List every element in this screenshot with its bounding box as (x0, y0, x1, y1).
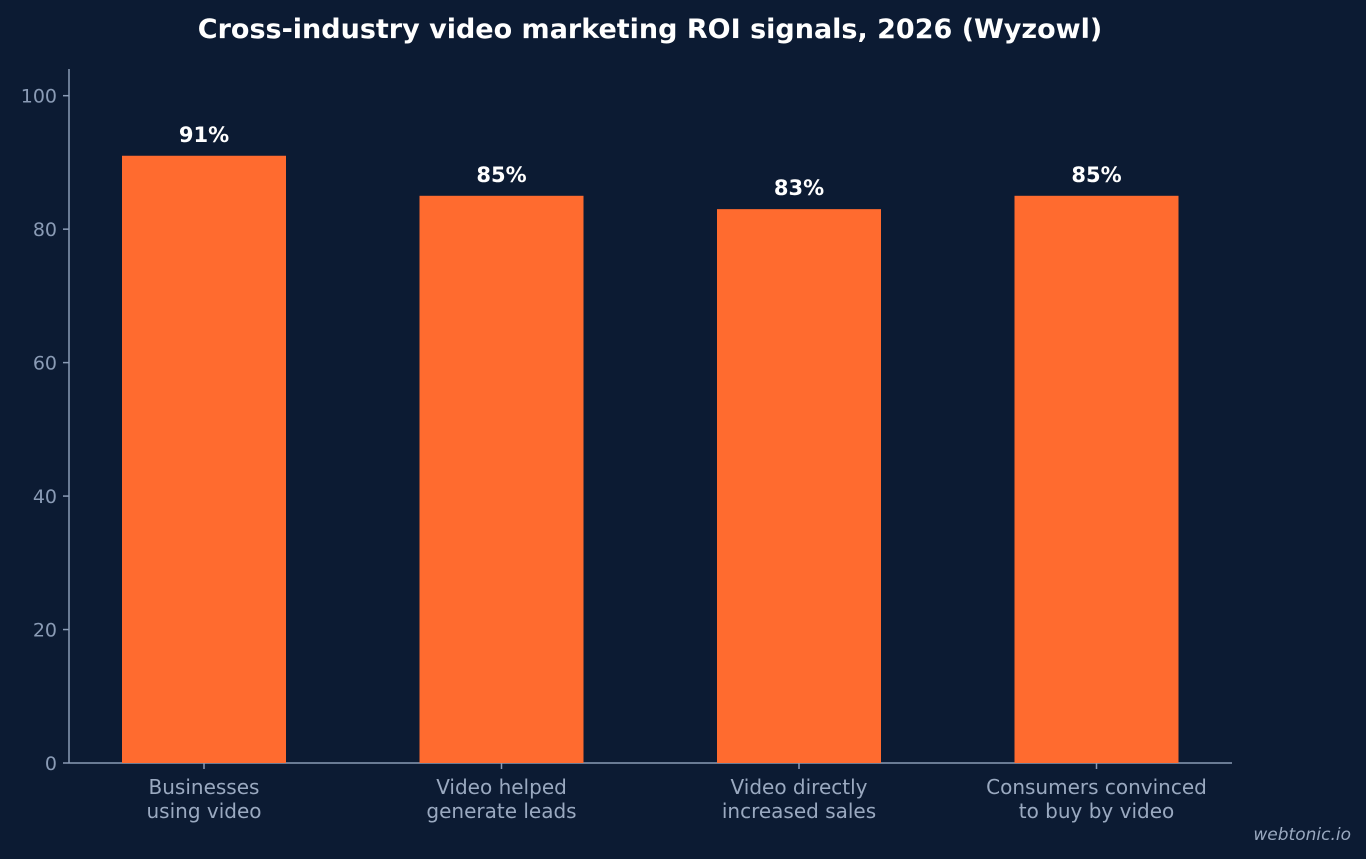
chart-title: Cross-industry video marketing ROI signa… (198, 14, 1102, 45)
x-tick-label: increased sales (722, 799, 876, 823)
x-tick-label: using video (146, 799, 261, 823)
y-tick-label: 20 (33, 620, 57, 642)
bar (1014, 195, 1179, 764)
bar (717, 209, 881, 763)
x-tick-label: Video helped (436, 775, 567, 799)
y-tick-label: 0 (45, 753, 57, 775)
data-label: 85% (1071, 163, 1121, 187)
x-tick-label: Video directly (731, 775, 868, 799)
bar (419, 195, 584, 764)
bars-group (122, 155, 1179, 764)
x-tick-label: Businesses (149, 775, 260, 799)
data-labels-group: 91% 85% 83% 85% (179, 123, 1122, 200)
y-axis-ticks: 0 20 40 60 80 100 (21, 86, 69, 775)
watermark: webtonic.io (1253, 825, 1351, 845)
x-tick-label: generate leads (426, 799, 576, 823)
y-tick-label: 60 (33, 353, 57, 375)
x-tick-label: Consumers convinced (986, 775, 1207, 799)
data-label: 91% (179, 123, 229, 147)
x-tick-label: to buy by video (1019, 799, 1175, 823)
y-tick-label: 100 (21, 86, 57, 108)
y-tick-label: 80 (33, 219, 57, 241)
bar (122, 155, 286, 763)
data-label: 85% (476, 163, 526, 187)
data-label: 83% (774, 176, 824, 200)
y-tick-label: 40 (33, 486, 57, 508)
